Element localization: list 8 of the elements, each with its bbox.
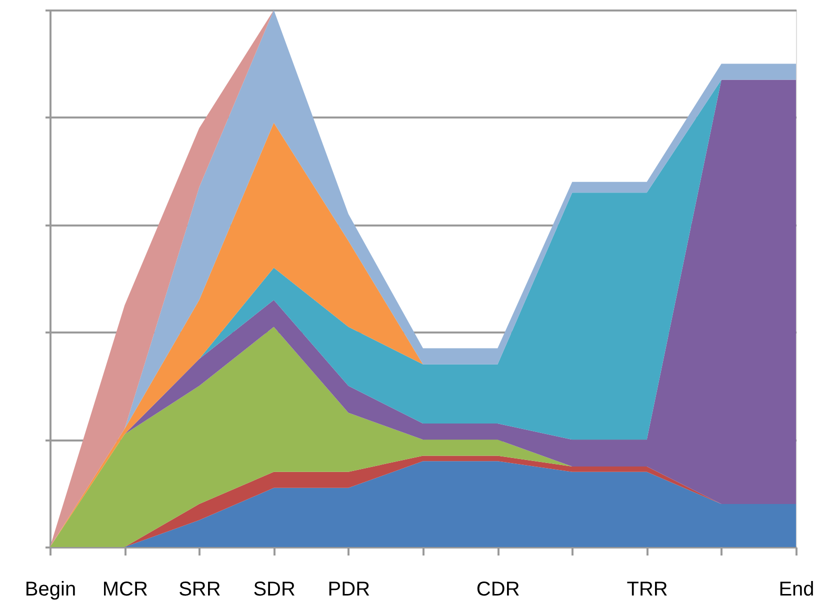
x-tick-label: SRR [178, 578, 221, 600]
x-tick-label: PDR [328, 578, 370, 600]
x-tick-label: SDR [253, 578, 296, 600]
x-tick-label: MCR [102, 578, 148, 600]
x-tick-label: CDR [476, 578, 520, 600]
x-tick-label: End [778, 578, 814, 600]
x-tick-label: Begin [24, 578, 76, 600]
x-tick-label: TRR [626, 578, 668, 600]
